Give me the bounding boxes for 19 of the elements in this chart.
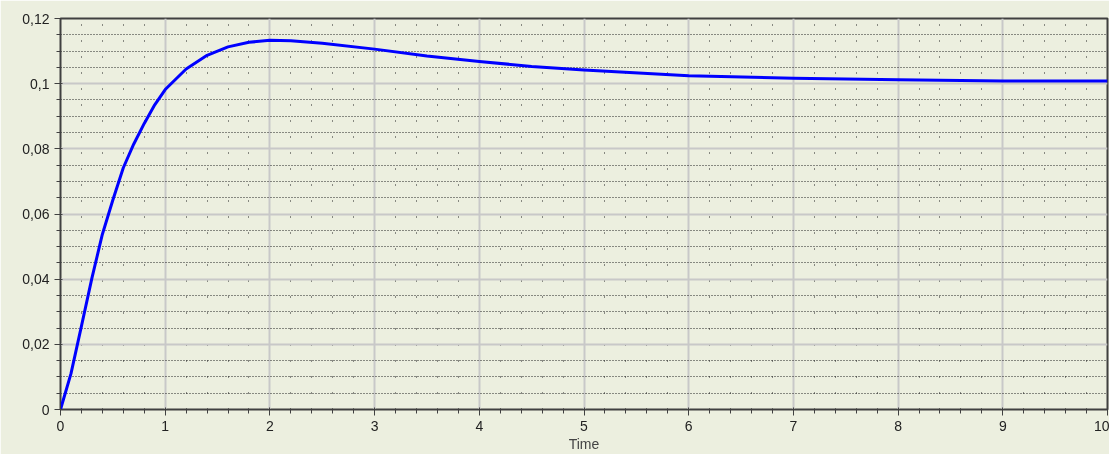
x-axis-title: Time xyxy=(568,435,600,452)
x-tick-label: 9 xyxy=(998,417,1007,434)
y-tick-label: 0,12 xyxy=(22,10,50,27)
x-tick-label: 3 xyxy=(370,417,379,434)
y-tick-label: 0,04 xyxy=(22,271,50,288)
x-tick-label: 4 xyxy=(475,417,484,434)
y-tick-label: 0,1 xyxy=(30,75,50,92)
y-tick-label: 0,06 xyxy=(22,206,50,222)
x-tick-label: 1 xyxy=(161,417,170,434)
y-tick-label: 0,08 xyxy=(22,140,50,157)
x-tick-label: 5 xyxy=(580,417,589,434)
y-tick-label: 0 xyxy=(41,401,50,418)
x-tick-label: 8 xyxy=(894,417,903,434)
x-tick-label: 0 xyxy=(56,417,65,434)
x-tick-label: 6 xyxy=(684,417,693,434)
x-tick-label: 7 xyxy=(789,417,798,434)
y-tick-label: 0,02 xyxy=(22,336,50,353)
x-tick-label: 10 xyxy=(1093,417,1109,434)
x-tick-label: 2 xyxy=(266,417,275,434)
